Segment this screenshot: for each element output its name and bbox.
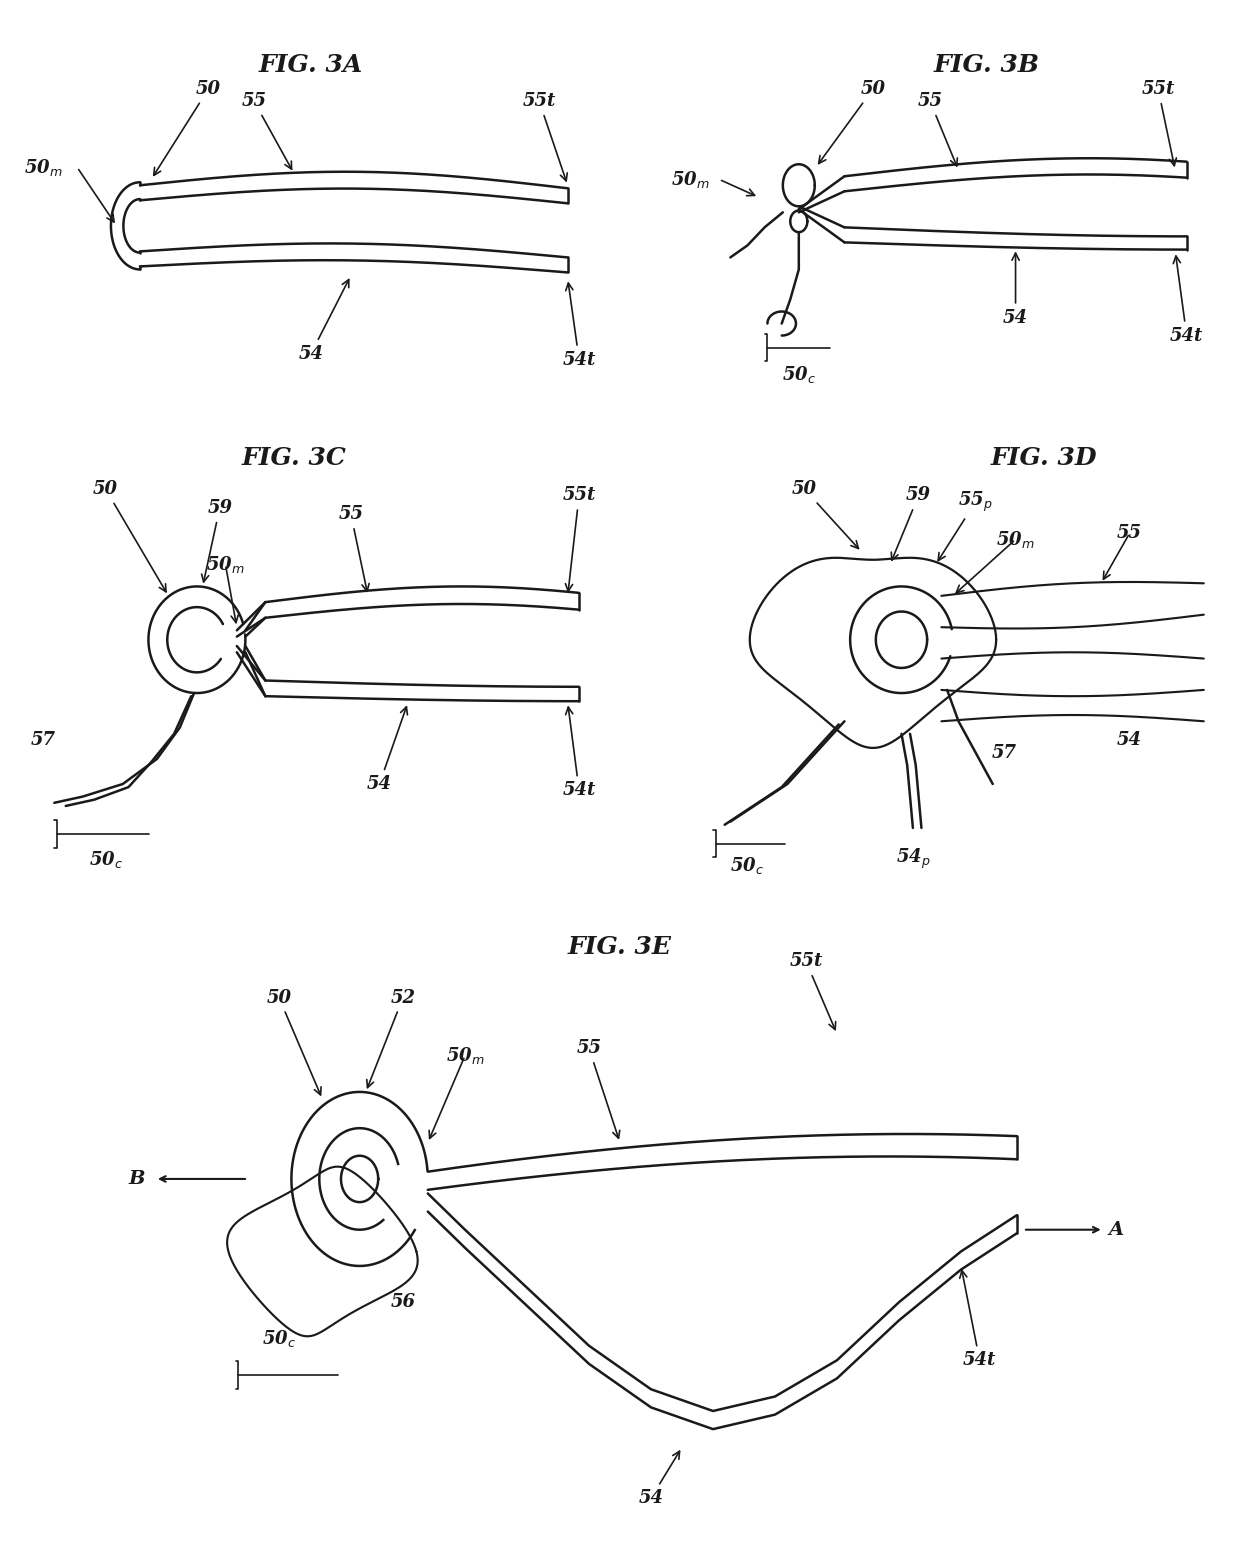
Text: FIG. 3B: FIG. 3B	[934, 53, 1040, 77]
Text: 54$_p$: 54$_p$	[895, 847, 930, 872]
Text: 50: 50	[93, 480, 166, 591]
Text: 55t: 55t	[790, 952, 836, 1030]
Text: 54t: 54t	[563, 707, 595, 800]
Text: 54: 54	[367, 707, 408, 793]
Text: 59: 59	[202, 499, 232, 582]
Text: 54t: 54t	[563, 284, 595, 368]
Text: 54: 54	[639, 1452, 680, 1507]
Text: 50$_m$: 50$_m$	[206, 554, 244, 575]
Text: FIG. 3D: FIG. 3D	[991, 445, 1097, 470]
Text: 55t: 55t	[522, 93, 567, 180]
Text: 54t: 54t	[960, 1270, 996, 1369]
Text: 50$_m$: 50$_m$	[445, 1046, 485, 1066]
Text: 50$_c$: 50$_c$	[781, 364, 816, 386]
Text: 50: 50	[267, 989, 321, 1094]
Text: 52: 52	[367, 989, 415, 1088]
Text: FIG. 3C: FIG. 3C	[242, 445, 346, 470]
Text: B: B	[128, 1170, 145, 1189]
Text: FIG. 3E: FIG. 3E	[568, 935, 672, 960]
Text: 56: 56	[391, 1294, 415, 1311]
Text: 54: 54	[1003, 252, 1028, 326]
Text: 54t: 54t	[1171, 256, 1203, 345]
Text: 55: 55	[1117, 524, 1142, 543]
Text: 59: 59	[892, 486, 931, 560]
Text: 55: 55	[242, 93, 291, 169]
Text: 55: 55	[577, 1040, 620, 1138]
Text: 50: 50	[154, 80, 221, 176]
Text: 54: 54	[1117, 731, 1142, 750]
Text: 55$_p$: 55$_p$	[939, 489, 993, 561]
Text: 50: 50	[792, 480, 858, 549]
Text: 50$_m$: 50$_m$	[24, 157, 62, 177]
Text: 50$_c$: 50$_c$	[88, 848, 123, 870]
Text: 54: 54	[299, 279, 348, 362]
Text: 50$_c$: 50$_c$	[262, 1328, 296, 1348]
Text: 55t: 55t	[1142, 80, 1177, 166]
Text: 55t: 55t	[563, 486, 595, 591]
Text: 50$_m$: 50$_m$	[996, 528, 1035, 550]
Text: 50: 50	[818, 80, 885, 163]
Text: A: A	[1109, 1221, 1123, 1239]
Text: 55: 55	[339, 505, 370, 591]
Text: 50$_c$: 50$_c$	[730, 855, 765, 877]
Text: FIG. 3A: FIG. 3A	[259, 53, 363, 77]
Text: 55: 55	[918, 93, 957, 166]
Text: 57: 57	[31, 731, 56, 750]
Text: 50$_m$: 50$_m$	[671, 169, 709, 190]
Text: 57: 57	[992, 743, 1017, 762]
